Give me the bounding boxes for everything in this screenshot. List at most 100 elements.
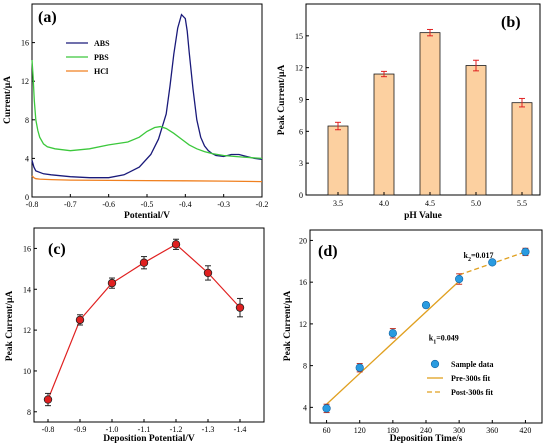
y-tick-label: 15 <box>295 32 303 41</box>
y-tick-label: 4 <box>303 403 307 412</box>
panel-c-y-ticks: 8 10 12 14 16 <box>23 244 37 417</box>
panel-c-letter: (c) <box>48 241 66 258</box>
panel-d-annotations: k1=0.049 k2=0.017 <box>429 251 494 345</box>
x-tick-label: 4.5 <box>425 199 435 208</box>
y-tick-label: 0 <box>299 191 303 200</box>
y-tick-label: 10 <box>23 367 31 376</box>
bar <box>327 125 349 196</box>
y-tick-label: 8 <box>27 408 31 417</box>
panel-d-x-ticks: 60 120 180 240 300 360 420 <box>323 420 531 435</box>
data-point <box>322 404 331 413</box>
x-tick-label: 5.5 <box>517 199 527 208</box>
x-tick-label: -1.4 <box>234 425 247 434</box>
y-tick-label: 6 <box>299 127 303 136</box>
y-tick-label: 16 <box>21 39 29 48</box>
panel-d-x-axis-title: Deposition Time/s <box>390 434 463 444</box>
y-tick-label: 16 <box>299 278 307 287</box>
x-tick-label: -0.7 <box>64 200 77 209</box>
panel-b-x-ticks: 3.5 4.0 4.5 5.0 5.5 <box>333 192 527 208</box>
data-point <box>107 278 117 288</box>
panel-c-x-axis-title: Deposition Potential/V <box>103 434 195 444</box>
x-tick-label: -1.0 <box>106 425 119 434</box>
panel-b-bars <box>327 28 533 196</box>
data-point <box>43 395 53 404</box>
legend-swatch-sample-data <box>430 359 440 369</box>
x-tick-label: 240 <box>420 426 432 435</box>
x-tick-label: -1.2 <box>170 425 183 434</box>
panel-a-letter: (a) <box>38 9 57 26</box>
y-tick-label: 20 <box>299 236 307 245</box>
x-tick-label: -1.1 <box>138 425 151 434</box>
legend-label-pbs: PBS <box>94 53 109 62</box>
panel-a-x-ticks: -0.8 -0.7 -0.6 -0.5 -0.4 -0.3 -0.2 <box>26 194 269 209</box>
y-tick-label: 16 <box>23 244 31 253</box>
series-line-abs <box>31 13 263 179</box>
legend-label-hcl: HCl <box>94 67 109 76</box>
x-tick-label: 4.0 <box>379 199 389 208</box>
data-point <box>388 329 397 338</box>
data-point <box>521 247 530 257</box>
slope-annotation: k2=0.017 <box>464 251 494 263</box>
bar <box>511 102 533 196</box>
panel-a-y-ticks: 0 4 8 12 16 <box>21 39 35 202</box>
panel-a-x-axis-title: Potential/V <box>124 211 170 221</box>
y-tick-label: 14 <box>23 285 31 294</box>
data-point <box>75 315 85 325</box>
panel-b: (b) 0 3 6 9 12 15 3.5 4.0 4.5 5.0 5.5 pH Value Pe… <box>277 3 541 221</box>
y-tick-label: 12 <box>21 77 29 86</box>
data-point <box>203 268 213 278</box>
panel-b-x-axis-title: pH Value <box>404 211 442 221</box>
x-tick-label: -0.5 <box>141 200 154 209</box>
fit-line-pre-300s <box>326 280 460 405</box>
panel-a-frame <box>31 3 263 198</box>
panel-d-y-ticks: 4 8 12 16 20 <box>299 236 313 412</box>
panel-d-fit-lines <box>326 251 526 405</box>
panel-d: (d) 4 8 12 16 20 60 120 180 240 300 360 420 k1=0.0… <box>283 229 543 444</box>
x-tick-label: 180 <box>387 426 399 435</box>
data-point <box>171 240 181 249</box>
data-point <box>139 258 149 267</box>
panel-d-letter: (d) <box>318 243 338 260</box>
x-tick-label: 300 <box>453 426 465 435</box>
data-point <box>235 303 245 312</box>
data-point <box>455 274 464 284</box>
x-tick-label: 5.0 <box>471 199 481 208</box>
panel-b-letter: (b) <box>501 14 521 31</box>
x-tick-label: 60 <box>323 426 331 435</box>
data-point <box>488 258 497 267</box>
y-tick-label: 4 <box>25 154 29 163</box>
panel-a-y-axis-title: Current/μA <box>3 76 13 124</box>
panel-d-points <box>322 247 530 414</box>
x-tick-label: -0.8 <box>26 200 39 209</box>
series-line-hcl <box>31 175 263 183</box>
panel-c-frame <box>33 227 265 423</box>
y-tick-label: 12 <box>23 326 31 335</box>
y-tick-label: 8 <box>25 116 29 125</box>
panel-c-series <box>43 238 245 407</box>
y-tick-label: 0 <box>25 193 29 202</box>
panel-b-y-ticks: 0 3 6 9 12 15 <box>295 32 309 200</box>
x-tick-label: -0.4 <box>179 200 192 209</box>
legend-label-abs: ABS <box>94 39 110 48</box>
panel-d-frame <box>309 229 543 424</box>
x-tick-label: 3.5 <box>333 199 343 208</box>
panel-c-x-ticks: -0.8 -0.9 -1.0 -1.1 -1.2 -1.3 -1.4 <box>42 419 247 434</box>
x-tick-label: 420 <box>519 426 531 435</box>
panel-d-y-axis-title: Peak Current/μA <box>283 291 293 362</box>
slope-annotation: k1=0.049 <box>429 334 459 346</box>
panel-d-legend: Sample data Pre-300s fit Post-300s fit <box>427 359 493 397</box>
x-tick-label: -0.6 <box>102 200 115 209</box>
bar <box>419 32 441 196</box>
legend-label-post-300s-fit: Post-300s fit <box>451 388 493 397</box>
x-tick-label: -0.3 <box>217 200 230 209</box>
x-tick-label: -0.2 <box>256 200 269 209</box>
x-tick-label: 360 <box>486 426 498 435</box>
x-tick-label: -1.3 <box>202 425 215 434</box>
x-tick-label: 120 <box>354 426 366 435</box>
x-tick-label: -0.8 <box>42 425 55 434</box>
panel-a-legend: ABS PBS HCl <box>66 39 110 76</box>
y-tick-label: 9 <box>299 96 303 105</box>
panel-c-y-axis-title: Peak Current/μA <box>5 291 15 362</box>
x-tick-label: -0.9 <box>74 425 87 434</box>
